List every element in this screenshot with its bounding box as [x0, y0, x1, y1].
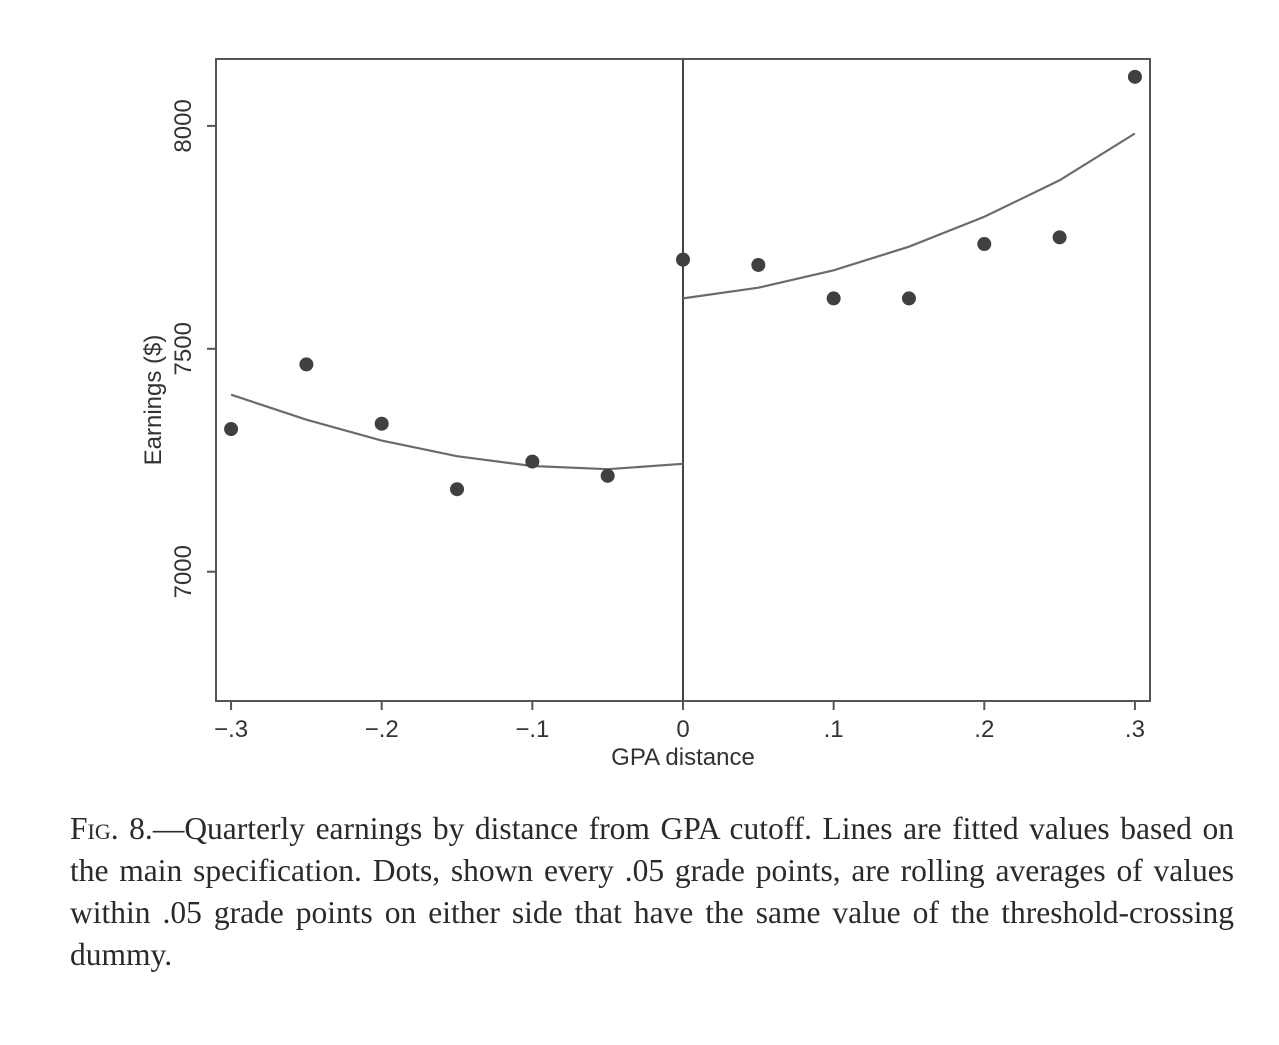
- data-point: [977, 237, 992, 252]
- data-point: [826, 291, 841, 306]
- x-tick-label: −.1: [515, 716, 549, 743]
- x-axis-label: GPA distance: [611, 744, 755, 771]
- data-point: [751, 257, 766, 272]
- y-tick-label: 8000: [170, 99, 197, 152]
- x-tick-label: −.3: [214, 716, 248, 743]
- data-point: [901, 291, 916, 306]
- y-tick-label: 7000: [170, 545, 197, 598]
- x-axis: −.3 −.2 −.1 0 .1 .2 .3: [214, 701, 1145, 743]
- x-tick-label: −.2: [365, 716, 399, 743]
- y-axis-label: Earnings ($): [140, 335, 167, 466]
- data-point: [299, 357, 314, 372]
- data-point: [224, 422, 239, 437]
- data-point: [676, 252, 690, 267]
- y-axis: 7000 7500 8000: [170, 99, 216, 598]
- data-points: [224, 69, 1142, 497]
- x-tick-label: .1: [824, 716, 844, 743]
- chart: −.3 −.2 −.1 0 .1 .2 .3 7000 7500 8000 GPA distan…: [140, 58, 1151, 771]
- figure-label: Fig. 8.: [70, 811, 153, 846]
- fitted-line-left: [230, 393, 684, 471]
- x-tick-label: .3: [1125, 716, 1145, 743]
- figure-caption: Fig. 8.—Quarterly earnings by distance f…: [70, 808, 1234, 976]
- data-point: [1052, 230, 1067, 245]
- y-tick-label: 7500: [170, 322, 197, 375]
- data-point: [450, 482, 465, 497]
- data-point: [600, 468, 615, 483]
- fitted-line-right: [682, 132, 1136, 300]
- x-tick-label: 0: [676, 716, 689, 743]
- data-point: [374, 416, 389, 431]
- x-tick-label: .2: [974, 716, 994, 743]
- caption-text: —Quarterly earnings by distance from GPA…: [70, 811, 1235, 972]
- data-point: [1127, 69, 1142, 84]
- data-point: [525, 454, 540, 469]
